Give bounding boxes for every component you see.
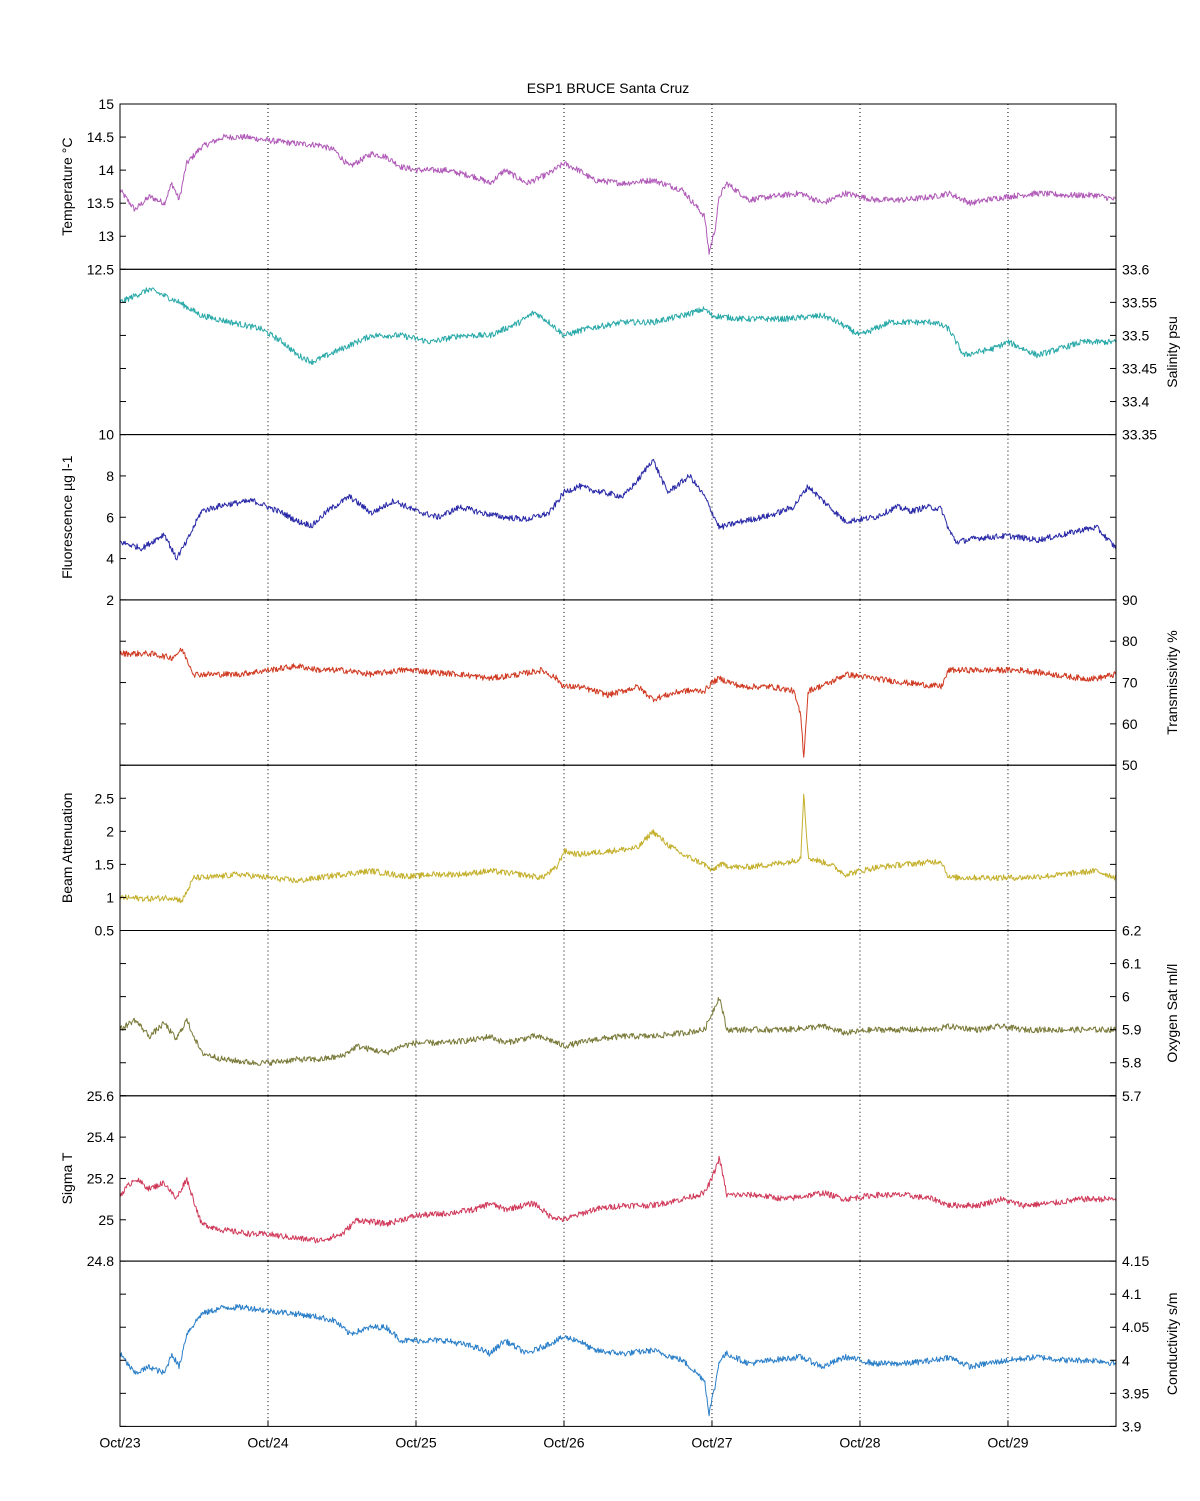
y-tick-label-fluorescence: 10: [98, 427, 114, 443]
y-bottom-label-temperature: 12.5: [87, 261, 114, 277]
y-tick-label-oxygen: 6.2: [1122, 923, 1142, 939]
panel-frame-oxygen: [119, 930, 1117, 1097]
y-tick-label-temperature: 14.5: [87, 129, 114, 145]
y-tick-label-transmissivity: 80: [1122, 633, 1138, 649]
x-tick-label: Oct/27: [691, 1434, 732, 1450]
panel-fluorescence: 4 6 8 10 2 Fluorescence µg l-1: [59, 427, 1117, 608]
y-tick-label-conductivity: 4.15: [1122, 1253, 1149, 1269]
panel-beam_attenuation: 1 1.5 2 2.5 0.5 Beam Attenuation: [59, 764, 1117, 939]
panel-frame-fluorescence: [119, 434, 1117, 601]
y-bottom-label-sigma_t: 24.8: [87, 1253, 114, 1269]
y-tick-label-temperature: 13: [98, 228, 114, 244]
y-tick-label-conductivity: 3.95: [1122, 1385, 1149, 1401]
y-tick-label-salinity: 33.45: [1122, 360, 1157, 376]
y-tick-label-sigma_t: 25.4: [87, 1129, 114, 1145]
y-tick-label-temperature: 15: [98, 96, 114, 112]
y-axis-label-oxygen: Oxygen Sat ml/l: [1164, 964, 1180, 1063]
y-bottom-label-salinity: 33.35: [1122, 427, 1157, 443]
y-tick-label-transmissivity: 90: [1122, 592, 1138, 608]
y-tick-label-sigma_t: 25.2: [87, 1170, 114, 1186]
y-tick-label-fluorescence: 8: [106, 468, 114, 484]
series-line-temperature: [120, 133, 1116, 255]
y-tick-label-salinity: 33.5: [1122, 327, 1149, 343]
series-line-beam_attenuation: [120, 793, 1116, 904]
series-line-salinity: [120, 287, 1116, 365]
y-bottom-label-beam_attenuation: 0.5: [95, 923, 115, 939]
y-tick-label-beam_attenuation: 2.5: [95, 790, 115, 806]
y-tick-label-transmissivity: 70: [1122, 675, 1138, 691]
y-axis-label-sigma_t: Sigma T: [59, 1152, 75, 1204]
x-tick-label: Oct/25: [395, 1434, 436, 1450]
x-tick-label: Oct/24: [247, 1434, 288, 1450]
y-axis-label-conductivity: Conductivity s/m: [1164, 1292, 1180, 1395]
y-tick-label-transmissivity: 50: [1122, 757, 1138, 773]
series-line-fluorescence: [120, 458, 1116, 561]
y-axis-label-beam_attenuation: Beam Attenuation: [59, 793, 75, 904]
x-tick-label: Oct/28: [839, 1434, 880, 1450]
y-tick-label-fluorescence: 6: [106, 509, 114, 525]
y-tick-label-oxygen: 5.7: [1122, 1088, 1142, 1104]
y-tick-label-temperature: 14: [98, 162, 114, 178]
y-axis-label-fluorescence: Fluorescence µg l-1: [59, 455, 75, 578]
y-tick-label-oxygen: 5.8: [1122, 1055, 1142, 1071]
panel-frame-beam_attenuation: [119, 764, 1117, 932]
y-tick-label-oxygen: 6.1: [1122, 956, 1142, 972]
chart-title: ESP1 BRUCE Santa Cruz: [527, 80, 690, 96]
x-tick-label: Oct/23: [99, 1434, 140, 1450]
y-tick-label-conductivity: 4: [1122, 1352, 1130, 1368]
panel-sigma_t: 25 25.2 25.4 25.6 24.8 Sigma T: [59, 1088, 1117, 1269]
series-line-transmissivity: [120, 647, 1116, 758]
y-tick-label-conductivity: 4.05: [1122, 1319, 1149, 1335]
y-tick-label-beam_attenuation: 2: [106, 823, 114, 839]
panel-transmissivity: 50 60 70 80 90 Transmissivity %: [119, 592, 1180, 773]
series-line-oxygen: [120, 997, 1116, 1066]
panel-conductivity: 3.9 3.95 4 4.05 4.1 4.15 Conductivity s/m: [119, 1253, 1180, 1434]
y-tick-label-sigma_t: 25: [98, 1212, 114, 1228]
y-tick-label-conductivity: 3.9: [1122, 1418, 1142, 1434]
panel-frame-sigma_t: [119, 1095, 1117, 1262]
series-line-sigma_t: [120, 1155, 1116, 1244]
panel-frame-conductivity: [119, 1260, 1117, 1427]
y-axis-label-transmissivity: Transmissivity %: [1164, 630, 1180, 735]
y-tick-label-conductivity: 4.1: [1122, 1286, 1142, 1302]
y-axis-label-temperature: Temperature °C: [59, 138, 75, 236]
y-bottom-label-fluorescence: 2: [106, 592, 114, 608]
panel-frame-transmissivity: [119, 599, 1117, 766]
y-tick-label-oxygen: 5.9: [1122, 1022, 1142, 1038]
panel-frame-temperature: [119, 103, 1117, 270]
panel-temperature: 13 13.5 14 14.5 15 12.5 Temperature °C: [59, 96, 1117, 277]
y-tick-label-salinity: 33.6: [1122, 261, 1149, 277]
y-tick-label-salinity: 33.4: [1122, 394, 1149, 410]
y-tick-label-salinity: 33.55: [1122, 294, 1157, 310]
x-axis: Oct/23 Oct/24 Oct/25 Oct/26 Oct/27 Oct/28 Oct/…: [99, 1420, 1029, 1450]
x-tick-label: Oct/26: [543, 1434, 584, 1450]
y-tick-label-sigma_t: 25.6: [87, 1088, 114, 1104]
y-axis-label-salinity: Salinity psu: [1164, 316, 1180, 388]
y-tick-label-fluorescence: 4: [106, 551, 114, 567]
y-tick-label-beam_attenuation: 1.5: [95, 856, 115, 872]
x-tick-label: Oct/29: [987, 1434, 1028, 1450]
y-tick-label-oxygen: 6: [1122, 989, 1130, 1005]
y-tick-label-beam_attenuation: 1: [106, 889, 114, 905]
panel-oxygen: 5.7 5.8 5.9 6 6.1 6.2 Oxygen Sat ml/l: [119, 923, 1180, 1104]
y-tick-label-transmissivity: 60: [1122, 716, 1138, 732]
panel-salinity: 33.4 33.45 33.5 33.55 33.6 33.35 Salinity psu: [119, 261, 1180, 443]
series-line-conductivity: [120, 1304, 1116, 1417]
y-tick-label-temperature: 13.5: [87, 195, 114, 211]
